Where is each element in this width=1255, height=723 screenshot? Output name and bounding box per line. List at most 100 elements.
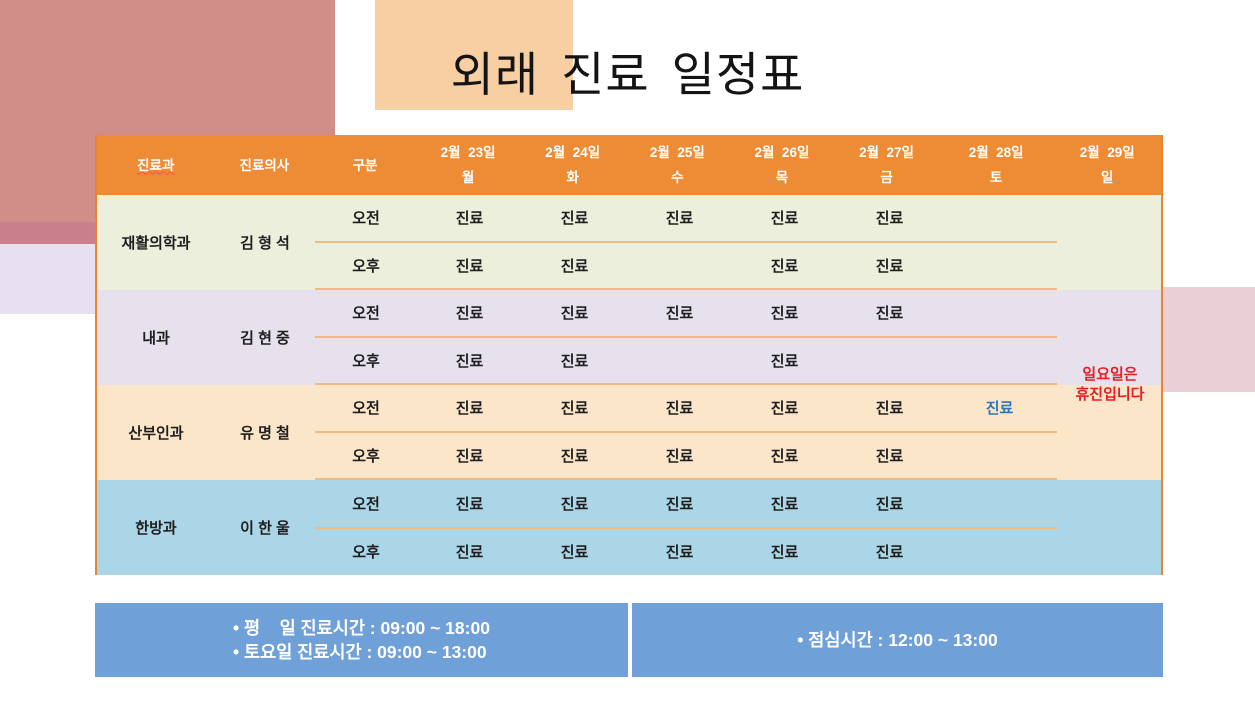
schedule-cell: 진료 (770, 257, 799, 275)
day-header-화: 2월 24일 화 (520, 135, 625, 195)
schedule-cell: 진료 (985, 400, 1014, 418)
day-header-date: 2월 26일 (754, 145, 810, 160)
schedule-cell: 진료 (875, 544, 904, 562)
afternoon-row: 오후 진료 진료 진료 진료 진료 (315, 529, 1057, 576)
weekday-hours-text: • 평 일 진료시간 : 09:00 ~ 18:00 • 토요일 진료시간 : 0… (233, 616, 490, 664)
dept-block-2: 내과 김 현 중 오전 진료 진료 진료 진료 진료 오후 진료 진료 진료 (97, 290, 1161, 385)
schedule-cell (942, 290, 1057, 336)
schedule-cell: 진료 (560, 447, 589, 465)
day-header-weekday: 일 (1101, 170, 1114, 185)
deco-peach-title-block (375, 0, 573, 110)
schedule-cell: 진료 (875, 400, 904, 418)
schedule-cell: 진료 (875, 305, 904, 323)
schedule-cell: 진료 (770, 400, 799, 418)
dept-name: 한방과 (135, 520, 177, 537)
header-doctor: 진료의사 (239, 157, 290, 173)
lunch-hours-text: • 점심시간 : 12:00 ~ 13:00 (797, 628, 997, 652)
schedule-cell: 진료 (770, 544, 799, 562)
schedule-cell: 진료 (455, 400, 484, 418)
morning-row: 오전 진료 진료 진료 진료 진료 진료 (315, 385, 1057, 433)
dept-block-4: 한방과 이 한 울 오전 진료 진료 진료 진료 진료 오후 진료 진료 진료 진료 진료 (97, 480, 1161, 575)
hours-bar-weekday-saturday: • 평 일 진료시간 : 09:00 ~ 18:00 • 토요일 진료시간 : 0… (95, 603, 628, 677)
hours-line: • 토요일 진료시간 : 09:00 ~ 13:00 (233, 642, 487, 662)
dept-name: 산부인과 (128, 425, 184, 442)
schedule-cell (942, 433, 1057, 479)
division-label: 오전 (352, 210, 380, 228)
page-title: 외래 진료 일정표 (450, 48, 805, 101)
dept-schedule: 오전 진료 진료 진료 진료 진료 오후 진료 진료 진료 진료 (315, 195, 1057, 290)
doctor-name: 이 한 울 (240, 520, 290, 537)
schedule-cell: 진료 (875, 210, 904, 228)
sunday-column: 일요일은 휴진입니다 (1057, 195, 1163, 575)
schedule-cell: 진료 (875, 257, 904, 275)
schedule-cell: 진료 (665, 495, 694, 513)
sunday-note-line2: 휴진입니다 (1075, 386, 1145, 403)
hours-line: • 평 일 진료시간 : 09:00 ~ 18:00 (233, 618, 490, 638)
doctor-name: 김 현 중 (240, 330, 290, 347)
table-header-row: 진료과 진료의사 구분 2월 23일 월 2월 24일 화 2월 25일 수 2월 26일 목… (97, 135, 1161, 195)
header-dept: 진료과 (97, 135, 215, 195)
schedule-cell: 진료 (560, 495, 589, 513)
schedule-cell: 진료 (455, 210, 484, 228)
doctor-name: 유 명 철 (240, 425, 290, 442)
schedule-cell: 진료 (455, 305, 484, 323)
dept-block-1: 재활의학과 김 형 석 오전 진료 진료 진료 진료 진료 오후 진료 진료 진료 진료 (97, 195, 1161, 290)
afternoon-row: 오후 진료 진료 진료 (315, 338, 1057, 384)
schedule-cell: 진료 (665, 305, 694, 323)
dept-schedule: 오전 진료 진료 진료 진료 진료 오후 진료 진료 진료 (315, 290, 1057, 385)
header-dept-label: 진료과 (137, 157, 175, 173)
dept-schedule: 오전 진료 진료 진료 진료 진료 진료 오후 진료 진료 진료 진료 진료 (315, 385, 1057, 480)
schedule-cell: 진료 (665, 210, 694, 228)
schedule-cell (942, 195, 1057, 241)
morning-row: 오전 진료 진료 진료 진료 진료 (315, 480, 1057, 529)
morning-row: 오전 진료 진료 진료 진료 진료 (315, 195, 1057, 243)
schedule-table: 진료과 진료의사 구분 2월 23일 월 2월 24일 화 2월 25일 수 2월 26일 목… (95, 135, 1163, 575)
schedule-cell (942, 529, 1057, 576)
schedule-cell: 진료 (560, 305, 589, 323)
day-header-date: 2월 29일 (1079, 145, 1135, 160)
division-label: 오전 (352, 400, 380, 418)
schedule-cell: 진료 (560, 352, 589, 370)
day-header-weekday: 목 (775, 170, 789, 185)
day-header-월: 2월 23일 월 (416, 135, 521, 195)
division-label: 오후 (352, 352, 380, 370)
schedule-cell: 진료 (770, 352, 799, 370)
schedule-cell: 진료 (875, 495, 904, 513)
schedule-cell: 진료 (455, 352, 484, 370)
division-label: 오후 (352, 447, 380, 465)
schedule-cell: 진료 (875, 447, 904, 465)
day-header-수: 2월 25일 수 (625, 135, 730, 195)
division-label: 오전 (352, 495, 380, 513)
day-header-weekday: 화 (566, 170, 579, 185)
day-header-date: 2월 28일 (968, 145, 1024, 160)
sunday-closed-note: 일요일은 휴진입니다 (1075, 365, 1144, 405)
day-header-date: 2월 27일 (859, 145, 914, 160)
doctor-name: 김 형 석 (240, 235, 290, 252)
dept-name: 재활의학과 (121, 235, 191, 252)
schedule-cell (837, 338, 942, 384)
dept-name: 내과 (142, 330, 170, 347)
day-header-weekday: 토 (989, 170, 1003, 185)
afternoon-row: 오후 진료 진료 진료 진료 (315, 243, 1057, 289)
division-label: 오후 (352, 257, 380, 275)
day-header-weekday: 금 (880, 170, 893, 185)
schedule-cell: 진료 (560, 210, 589, 228)
schedule-cell: 진료 (770, 447, 799, 465)
afternoon-row: 오후 진료 진료 진료 진료 진료 (315, 433, 1057, 479)
division-label: 오전 (352, 305, 380, 323)
schedule-cell: 진료 (665, 544, 694, 562)
division-label: 오후 (352, 544, 380, 562)
schedule-cell: 진료 (455, 495, 484, 513)
schedule-cell (627, 243, 732, 289)
dept-block-3: 산부인과 유 명 철 오전 진료 진료 진료 진료 진료 진료 오후 진료 진료 진료 진료 진료 (97, 385, 1161, 480)
schedule-cell: 진료 (665, 400, 694, 418)
schedule-cell (942, 243, 1057, 289)
schedule-cell: 진료 (770, 495, 799, 513)
schedule-cell: 진료 (770, 210, 799, 228)
schedule-cell: 진료 (665, 447, 694, 465)
schedule-cell: 진료 (455, 257, 484, 275)
